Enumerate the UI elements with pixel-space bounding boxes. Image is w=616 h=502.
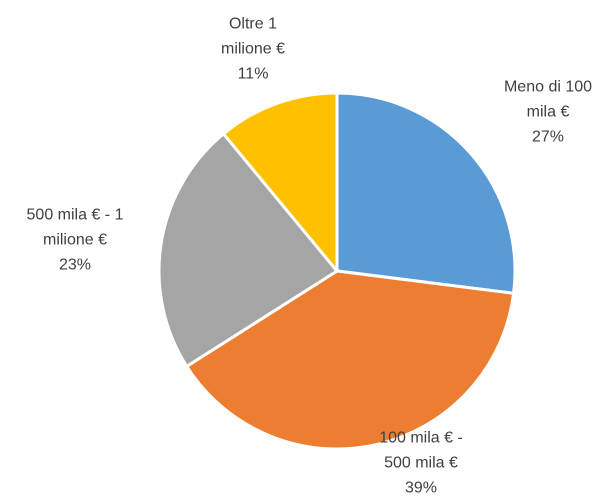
category-label: 100 mila € - 500 mila €	[379, 429, 463, 472]
category-label: 500 mila € - 1 milione €	[26, 206, 124, 249]
slice-label: 500 mila € - 1 milione € 23%	[10, 203, 140, 278]
pie-slice	[335, 91, 517, 295]
value-label: 23%	[58, 256, 92, 274]
pie-slice	[222, 91, 339, 273]
category-label: Meno di 100 mila €	[503, 78, 593, 121]
value-label: 39%	[404, 479, 438, 497]
slice-label: Meno di 100 mila € 27%	[488, 75, 608, 150]
pie-slice	[157, 132, 339, 368]
value-label: 27%	[531, 128, 565, 146]
slice-label: 100 mila € - 500 mila € 39%	[366, 426, 476, 501]
value-label: 11%	[237, 65, 269, 83]
slice-label: Oltre 1 milione € 11%	[208, 12, 298, 87]
category-label: Oltre 1 milione €	[220, 15, 286, 58]
